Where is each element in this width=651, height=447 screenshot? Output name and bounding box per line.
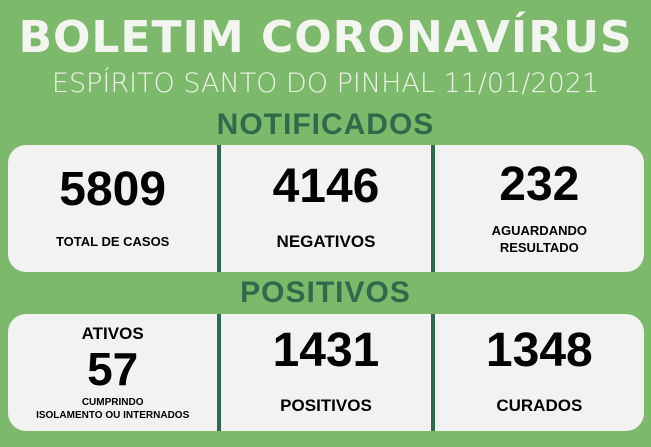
stat-label: POSITIVOS (280, 396, 372, 416)
stat-value: 1431 (272, 324, 380, 378)
stat-label: NEGATIVOS (276, 232, 376, 252)
stat-value: 232 (499, 157, 580, 211)
stat-label: CURADOS (496, 396, 583, 416)
stat-value: 1348 (485, 324, 593, 378)
stat-value: 57 (87, 342, 139, 395)
stat-value: 5809 (59, 163, 167, 217)
positivos-panel: ATIVOS 57 CUMPRINDO ISOLAMENTO OU INTERN… (8, 314, 644, 431)
stat-label: TOTAL DE CASOS (55, 234, 170, 250)
stat-total-cases: 5809 TOTAL DE CASOS (8, 145, 217, 272)
active-line2: ISOLAMENTO OU INTERNADOS (36, 409, 190, 421)
notificados-panel: 5809 TOTAL DE CASOS 4146 NEGATIVOS 232 A… (8, 145, 644, 272)
bulletin-subtitle: ESPÍRITO SANTO DO PINHAL 11/01/2021 (51, 68, 600, 99)
stat-awaiting: 232 AGUARDANDO RESULTADO (430, 145, 644, 272)
active-line1: CUMPRINDO (81, 396, 144, 408)
active-title: ATIVOS (81, 324, 144, 344)
stat-negatives: 4146 NEGATIVOS (217, 145, 430, 272)
stat-positives: 1431 POSITIVOS (217, 314, 430, 431)
stat-label: AGUARDANDO RESULTADO (491, 222, 587, 255)
stat-value: 4146 (272, 160, 380, 214)
notificados-heading: NOTIFICADOS (216, 108, 435, 141)
positivos-heading: POSITIVOS (240, 276, 411, 309)
stat-active: ATIVOS 57 CUMPRINDO ISOLAMENTO OU INTERN… (8, 314, 217, 431)
stat-cured: 1348 CURADOS (430, 314, 644, 431)
bulletin-title: BOLETIM CORONAVÍRUS (18, 12, 633, 63)
